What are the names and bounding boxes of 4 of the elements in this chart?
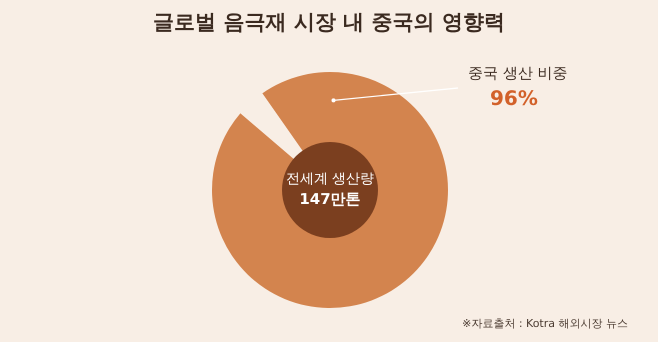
- slice-label: 중국 생산 비중: [468, 64, 568, 82]
- data-label: 96%: [490, 86, 538, 110]
- text: ※자료출처 : Kotra 해외시장 뉴스: [462, 316, 628, 331]
- chart-title: 글로벌 음극재 시장 내 중국의 영향력: [152, 9, 506, 36]
